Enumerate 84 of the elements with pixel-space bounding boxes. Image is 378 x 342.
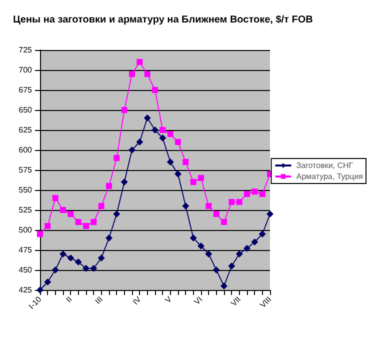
x-tick-label: VIII (258, 294, 274, 310)
point (174, 170, 182, 178)
point (159, 134, 166, 142)
point (266, 210, 274, 218)
x-tick-label: VI (192, 294, 204, 307)
point (166, 158, 174, 166)
point (144, 71, 150, 77)
point (198, 242, 204, 250)
point (52, 266, 59, 274)
point (152, 126, 158, 134)
point (60, 207, 66, 213)
x-tick-label: V (163, 294, 174, 305)
point (190, 179, 196, 185)
point (221, 219, 227, 225)
point (236, 250, 243, 258)
point (82, 264, 90, 272)
point (236, 199, 242, 205)
y-tick-label: 625 (18, 126, 33, 134)
point (106, 234, 112, 242)
point (206, 203, 212, 209)
point (252, 188, 258, 195)
point (244, 191, 250, 197)
x-tick-label: VII (229, 294, 243, 308)
point (60, 250, 66, 258)
point (144, 114, 151, 122)
point (67, 254, 74, 262)
point (68, 211, 74, 217)
point (120, 178, 128, 186)
point (136, 59, 143, 65)
x-tick-label: III (93, 294, 105, 306)
point (205, 250, 212, 258)
point (136, 138, 144, 146)
point (167, 131, 174, 137)
y-tick-label: 600 (18, 146, 33, 154)
point (113, 210, 120, 218)
y-tick-label: 650 (18, 106, 33, 114)
point (213, 211, 220, 217)
y-tick-label: 575 (18, 166, 33, 174)
point (228, 199, 235, 205)
point (106, 183, 112, 189)
point (251, 238, 258, 246)
x-tick-label: II (64, 294, 74, 304)
point (98, 254, 105, 262)
point (129, 71, 135, 77)
point (98, 203, 104, 209)
y-tick-label: 725 (18, 46, 33, 54)
point (37, 231, 43, 237)
point (75, 219, 82, 225)
point (259, 191, 266, 197)
point (212, 266, 220, 274)
point (52, 195, 58, 201)
y-tick-label: 675 (18, 86, 33, 94)
point (128, 146, 136, 154)
point (44, 223, 51, 229)
point (83, 223, 89, 229)
x-tick-label: IV (131, 294, 144, 307)
y-tick-label: 425 (18, 286, 33, 294)
y-tick-label: 550 (18, 186, 33, 194)
legend-label: Заготовки, СНГ (296, 161, 354, 170)
y-tick-label: 525 (18, 206, 33, 214)
point (44, 278, 52, 286)
point (258, 230, 266, 238)
x-tick-label: I-10 (27, 294, 44, 311)
point (244, 244, 250, 252)
y-tick-label: 500 (18, 226, 33, 234)
point (190, 234, 197, 242)
point (90, 264, 98, 272)
point (228, 262, 236, 270)
y-tick-label: 450 (18, 266, 33, 274)
point (182, 202, 190, 210)
point (121, 107, 128, 113)
point (160, 127, 166, 133)
point (74, 258, 82, 266)
point (152, 87, 158, 93)
point (182, 159, 189, 165)
legend-label: Арматура, Турция (296, 172, 364, 181)
point (175, 139, 181, 145)
chart-title: Цены на заготовки и арматуру на Ближнем Востоке, $/т FOB (13, 14, 313, 26)
point (90, 219, 97, 225)
y-tick-label: 700 (18, 66, 33, 74)
point (198, 175, 204, 181)
point (114, 155, 120, 161)
y-tick-label: 475 (18, 246, 33, 254)
point (220, 282, 228, 290)
